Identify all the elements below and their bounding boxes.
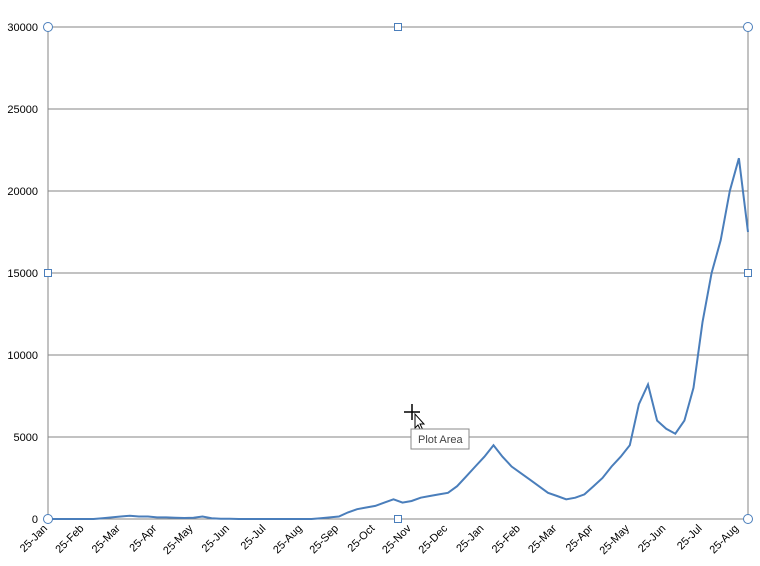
x-tick-label: 25-May: [161, 522, 196, 557]
data-line: [48, 157, 749, 520]
x-tick-label: 25-Oct: [346, 523, 378, 555]
x-tick-label: 25-Aug: [707, 523, 741, 557]
x-tick-label: 25-Jun: [636, 523, 668, 555]
y-tick-label: 0: [32, 514, 38, 526]
y-tick-label: 20000: [7, 186, 38, 198]
selection-handle: [43, 514, 53, 524]
x-tick-label: 25-Jul: [239, 523, 269, 553]
x-tick-label: 25-Apr: [127, 522, 159, 554]
y-tick-label: 15000: [7, 268, 38, 280]
x-tick-label: 25-Jun: [200, 523, 232, 555]
selection-handle: [43, 22, 53, 32]
x-tick-label: 25-Jan: [454, 523, 486, 555]
selection-handle: [744, 269, 752, 277]
selection-handle: [394, 23, 402, 31]
selection-handle: [394, 515, 402, 523]
x-tick-label: 25-Dec: [417, 522, 451, 556]
x-tick-label: 25-Aug: [271, 523, 305, 557]
x-tick-label: 25-Sep: [307, 523, 341, 557]
tooltip: Plot Area: [418, 434, 464, 446]
x-tick-label: 25-Jul: [675, 523, 705, 553]
x-tick-label: 25-Mar: [90, 522, 123, 555]
x-tick-label: 25-Feb: [53, 523, 86, 556]
x-tick-label: 25-Apr: [564, 522, 596, 554]
selection-handle: [44, 269, 52, 277]
selection-handle: [743, 514, 753, 524]
y-tick-label: 25000: [7, 104, 38, 116]
y-tick-label: 5000: [14, 432, 38, 444]
x-tick-label: 25-Nov: [380, 522, 414, 556]
tooltip-box: [410, 428, 470, 450]
cursor: [404, 404, 426, 432]
y-tick-label: 30000: [7, 22, 38, 34]
x-tick-label: 25-Jan: [18, 523, 50, 555]
x-tick-label: 25-May: [598, 522, 633, 557]
selection-handle: [743, 22, 753, 32]
x-tick-label: 25-Feb: [490, 523, 523, 556]
x-tick-label: 25-Mar: [526, 522, 559, 555]
y-tick-label: 10000: [7, 350, 38, 362]
